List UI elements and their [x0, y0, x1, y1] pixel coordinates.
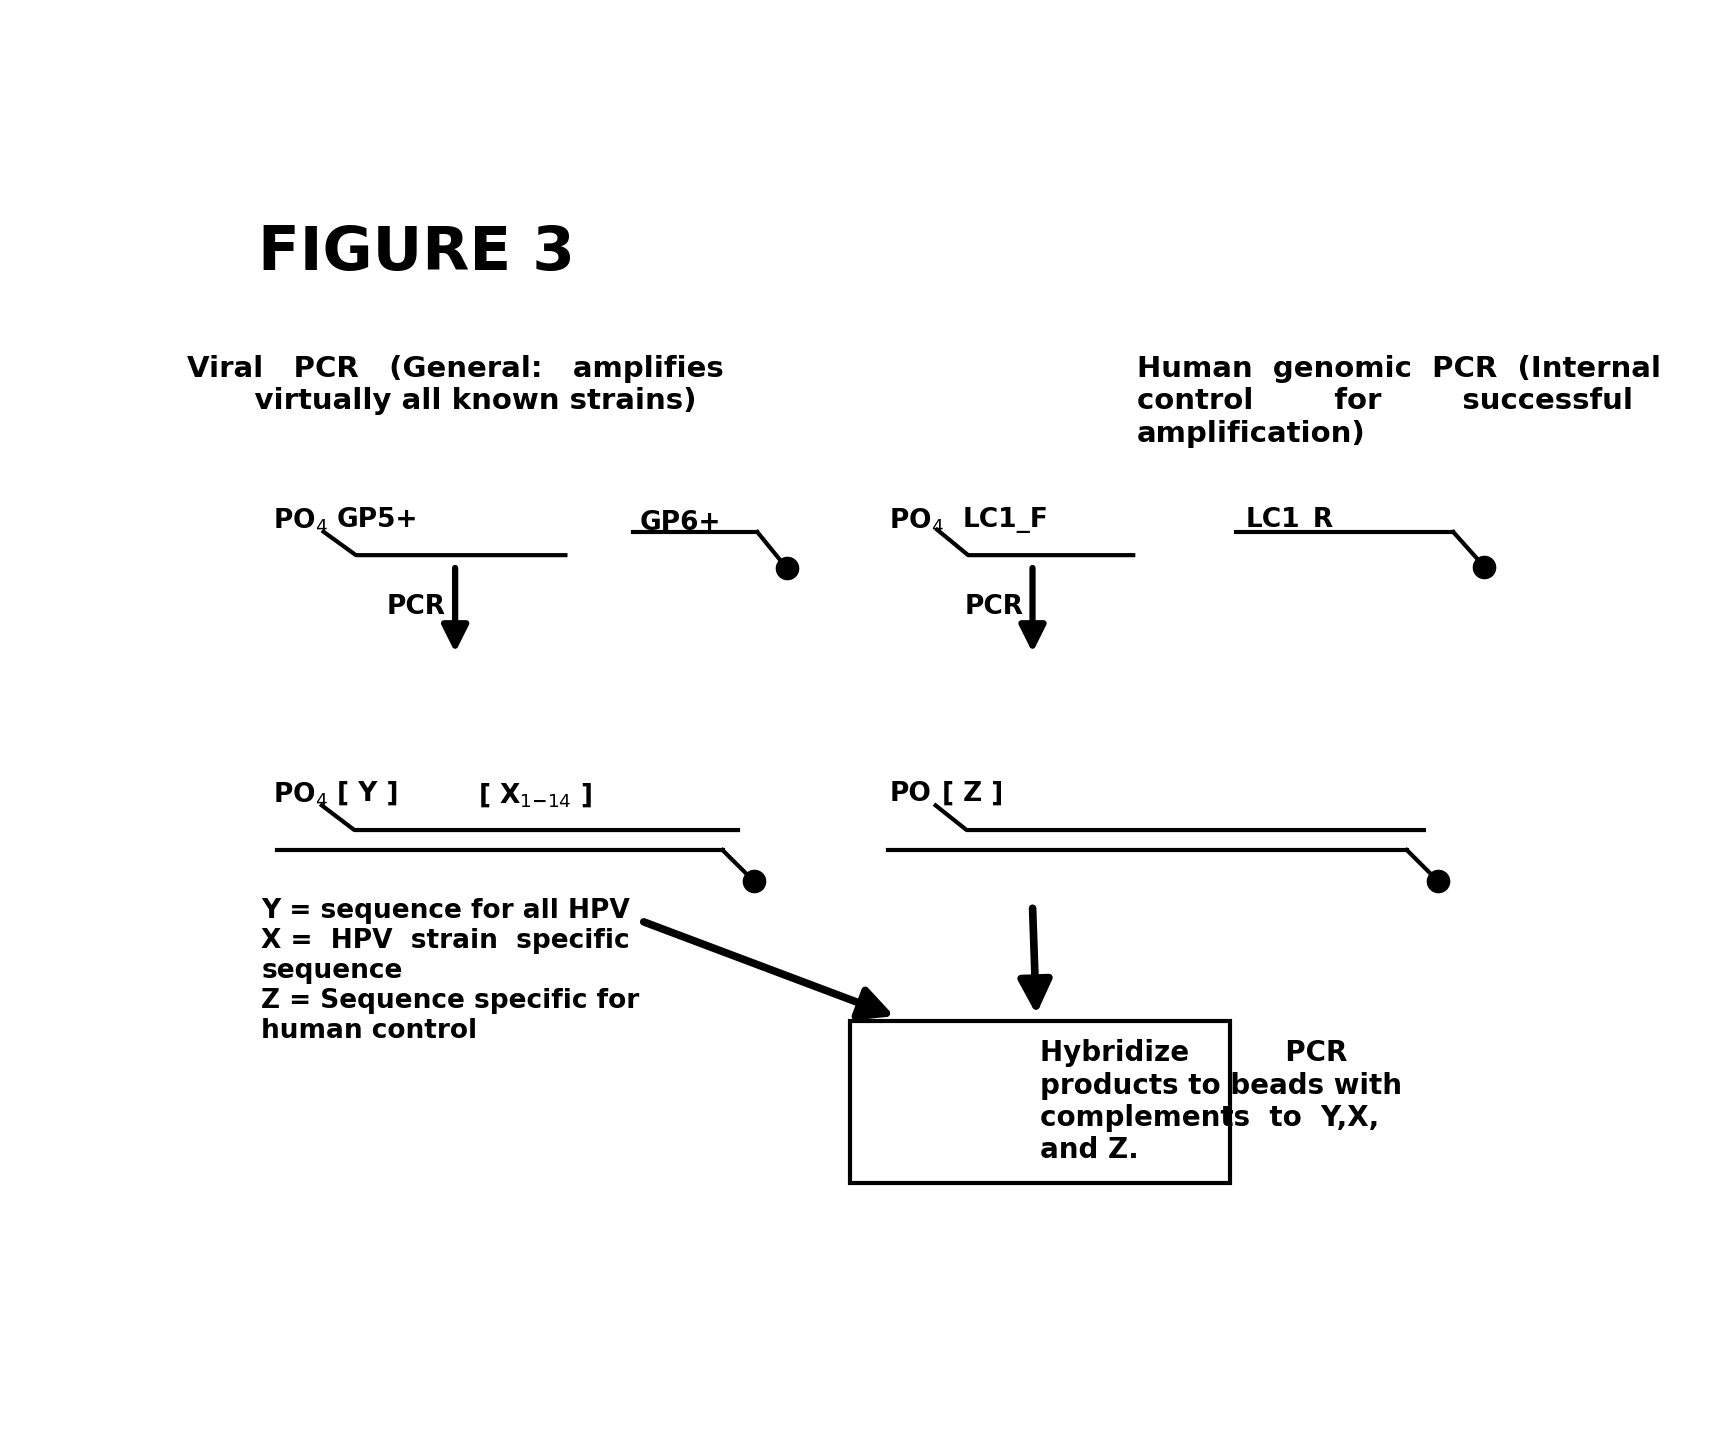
Text: PO$_4$: PO$_4$ — [273, 506, 328, 535]
Text: GP5+: GP5+ — [337, 506, 418, 532]
Text: PCR: PCR — [387, 593, 445, 619]
Text: [ Z ]: [ Z ] — [942, 780, 1004, 806]
Text: FIGURE 3: FIGURE 3 — [258, 225, 574, 283]
Text: LC1_R: LC1_R — [1246, 506, 1334, 532]
Text: [ Y ]: [ Y ] — [337, 780, 399, 806]
FancyBboxPatch shape — [851, 1021, 1231, 1183]
Text: Viral   PCR   (General:   amplifies
    virtually all known strains): Viral PCR (General: amplifies virtually … — [187, 355, 724, 415]
Text: GP6+: GP6+ — [639, 510, 720, 535]
Text: Human  genomic  PCR  (Internal
control        for        successful
amplificatio: Human genomic PCR (Internal control for … — [1138, 355, 1661, 448]
Text: LC1_F: LC1_F — [963, 506, 1049, 532]
Text: Y = sequence for all HPV
X =  HPV  strain  specific
sequence
Z = Sequence specif: Y = sequence for all HPV X = HPV strain … — [261, 898, 639, 1044]
Text: PCR: PCR — [964, 593, 1023, 619]
Text: [ X$_{1\mathregular{-}14}$ ]: [ X$_{1\mathregular{-}14}$ ] — [478, 780, 593, 809]
Text: PO$_4$: PO$_4$ — [889, 506, 944, 535]
Text: Hybridize          PCR
products to beads with
complements  to  Y,X,
and Z.: Hybridize PCR products to beads with com… — [1040, 1040, 1403, 1164]
Text: PO: PO — [889, 780, 932, 806]
Text: PO$_4$: PO$_4$ — [273, 780, 328, 809]
